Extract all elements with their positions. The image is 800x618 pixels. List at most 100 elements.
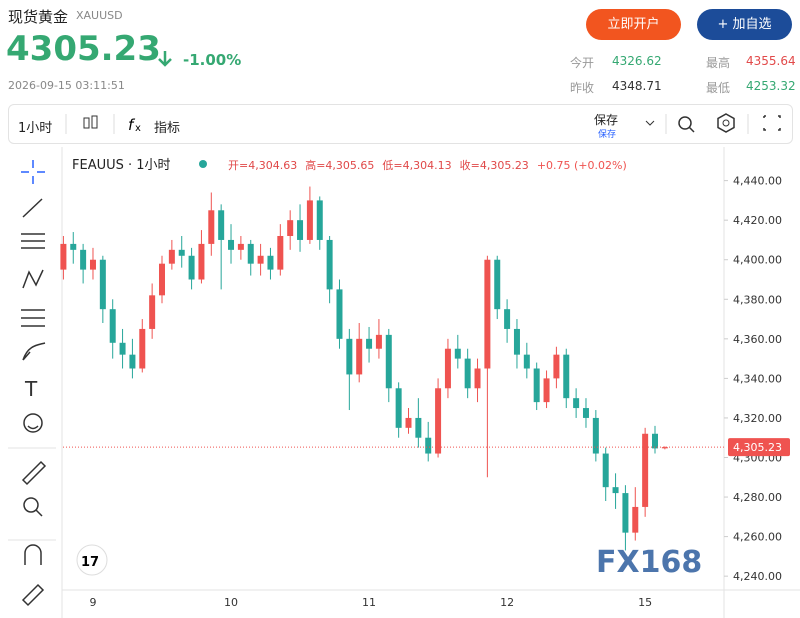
price: 4305.23: [6, 29, 161, 69]
toolbar: [8, 104, 793, 144]
candle-body: [474, 368, 481, 389]
x-tick-label: 11: [362, 596, 376, 609]
candle-body: [139, 328, 146, 369]
candle-body: [218, 210, 225, 240]
candle-body: [642, 433, 649, 507]
candle-body: [513, 328, 520, 355]
candle-body: [297, 220, 304, 240]
candle-body: [198, 243, 205, 280]
candle-body: [415, 417, 422, 438]
stat-label: 最低: [706, 81, 731, 95]
candle-body: [60, 243, 67, 270]
candle-body: [602, 453, 609, 488]
y-tick-label: 4,360.00: [733, 333, 782, 346]
candle-body: [385, 334, 392, 389]
candle-body: [109, 309, 116, 343]
candle-body: [237, 243, 244, 250]
candle-body: [129, 354, 136, 369]
candle-body: [287, 220, 294, 236]
price-tag: [728, 438, 790, 457]
tv-logo-text: 17: [81, 555, 99, 570]
candle-body: [267, 255, 274, 270]
candle-body: [533, 368, 540, 403]
candle-body: [208, 210, 215, 244]
candle-body: [188, 255, 195, 280]
candle-body: [454, 348, 461, 359]
legend-item: +0.75 (+0.02%): [537, 159, 627, 172]
change: -1.00%: [183, 51, 242, 69]
candle-body: [247, 243, 254, 264]
candle-body: [435, 388, 442, 454]
toolbar-right-icons: [645, 113, 781, 134]
candle-body: [159, 263, 165, 296]
status-dot: [199, 160, 207, 168]
candle-body: [375, 334, 382, 349]
candle-body: [316, 200, 323, 240]
stat-value: 4253.32: [746, 79, 796, 93]
legend-item: 开=4,304.63: [228, 159, 297, 172]
candle-body: [356, 338, 363, 375]
candle-body: [228, 239, 235, 250]
candle-body: [523, 354, 530, 369]
down-arrow: [158, 51, 172, 67]
y-tick-label: 4,320.00: [733, 412, 782, 425]
y-tick-label: 4,340.00: [733, 372, 782, 385]
open-account-button[interactable]: 立即开户: [586, 9, 681, 40]
y-tick-label: 4,420.00: [733, 214, 782, 227]
stat-value: 4348.71: [612, 79, 662, 93]
candle-body: [652, 433, 658, 449]
candle-body: [257, 255, 264, 264]
candle-body: [346, 338, 353, 375]
x-tick-label: 15: [638, 596, 652, 609]
candle-body: [444, 348, 451, 389]
y-tick-label: 4,440.00: [733, 175, 782, 188]
legend-item: 高=4,305.65: [305, 158, 374, 172]
datetime: 2026-09-15 03:11:51: [8, 79, 125, 92]
candle-body: [582, 408, 589, 418]
series-name: FEAUUS · 1小时: [72, 158, 171, 173]
svg-text:x: x: [135, 123, 141, 134]
candle-body: [168, 249, 175, 264]
candle-body: [543, 378, 550, 403]
candle-body: [622, 493, 629, 533]
candle-body: [366, 338, 373, 349]
interval[interactable]: 1小时: [18, 121, 53, 136]
tv-logo: [76, 544, 108, 576]
x-tick-label: 10: [224, 596, 238, 609]
candle-body: [592, 417, 599, 454]
candle-body: [464, 358, 471, 389]
title: 现货黄金: [8, 8, 69, 26]
candle-body: [484, 259, 491, 369]
candle-body: [573, 398, 580, 409]
candle-body: [504, 309, 511, 329]
candle-body: [306, 200, 313, 240]
candle-body: [632, 506, 639, 533]
add-watchlist-button[interactable]: + 加自选: [697, 9, 792, 40]
symbol: XAUUSD: [76, 9, 123, 22]
legend-item: 低=4,304.13: [382, 159, 451, 172]
y-tick-label: 4,240.00: [733, 570, 782, 583]
y-tick-label: 4,280.00: [733, 491, 782, 504]
candle-body: [178, 249, 185, 256]
candle-body: [149, 295, 156, 329]
indicators[interactable]: 指标: [154, 121, 181, 136]
x-tick-label: 12: [500, 596, 514, 609]
save[interactable]: 保存: [594, 113, 619, 127]
stat-value: 4355.64: [746, 54, 796, 68]
svg-text:T: T: [24, 377, 38, 401]
candle-body: [336, 289, 343, 339]
candle-body: [89, 259, 96, 270]
candle-body: [70, 243, 77, 250]
candle-body: [80, 249, 87, 270]
y-tick-label: 4,260.00: [733, 531, 782, 544]
candle-body: [326, 239, 333, 290]
stat-label: 昨收: [570, 81, 595, 95]
stat-value: 4326.62: [612, 54, 662, 68]
y-tick-label: 4,380.00: [733, 293, 782, 306]
candle-body: [277, 235, 284, 270]
drawing-tools: T: [8, 160, 56, 607]
candle-body: [612, 487, 619, 494]
